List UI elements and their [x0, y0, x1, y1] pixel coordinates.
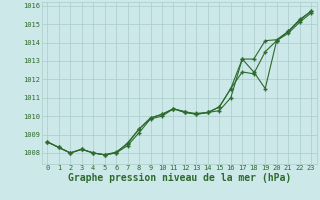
X-axis label: Graphe pression niveau de la mer (hPa): Graphe pression niveau de la mer (hPa): [68, 173, 291, 183]
